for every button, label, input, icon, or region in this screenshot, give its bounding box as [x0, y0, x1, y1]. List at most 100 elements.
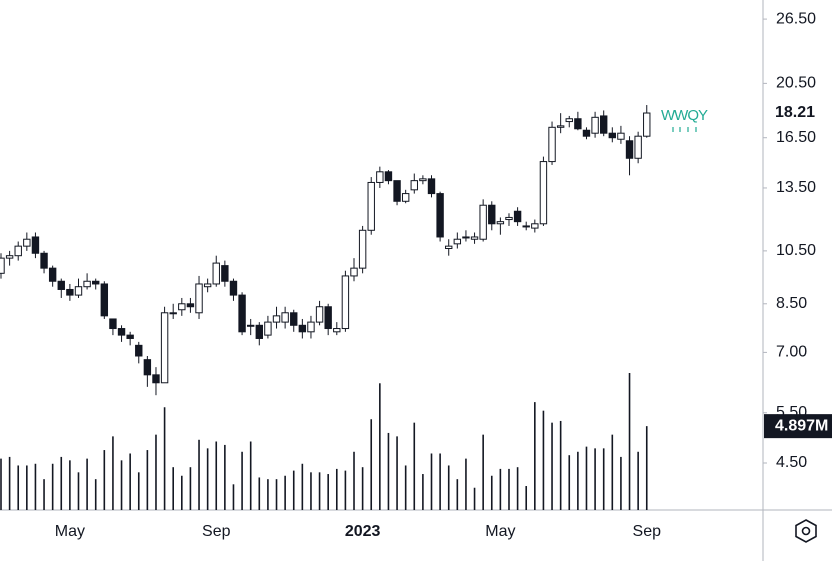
candle-body [143, 359, 152, 376]
candle-body [608, 132, 617, 139]
volume-bar [447, 465, 450, 510]
volume-bar [430, 453, 433, 510]
volume-bar [232, 484, 235, 510]
volume-bar [413, 422, 416, 510]
volume-bar [439, 453, 441, 510]
volume-bar [146, 450, 149, 510]
candle-body [135, 344, 143, 357]
candle-body [31, 236, 40, 254]
volume-bar [335, 468, 338, 510]
volume-bar [551, 422, 553, 510]
volume-bar [301, 463, 304, 510]
volume-bar [327, 474, 329, 510]
candle-body [324, 306, 332, 330]
volume-bar [353, 451, 355, 510]
candle-body [539, 161, 548, 225]
candle-body [462, 236, 470, 239]
candle-body [505, 216, 513, 221]
volume-bar [577, 451, 579, 510]
volume-bar [559, 420, 562, 510]
candle-body [582, 129, 591, 137]
candle-body [384, 171, 393, 182]
candle-body [298, 324, 307, 333]
candle-body [367, 181, 375, 231]
candle-body [479, 204, 487, 240]
candle-body [401, 193, 410, 202]
volume-bar [284, 475, 286, 510]
volume-bar [637, 451, 639, 510]
candle-body [255, 324, 264, 339]
candle-body [496, 221, 505, 225]
x-tick-label: Sep [202, 523, 231, 540]
candle-body [333, 328, 341, 333]
candle-body [427, 178, 436, 195]
y-tick-label: 26.50 [776, 10, 816, 27]
candle-body [186, 303, 195, 308]
candle-body [195, 283, 203, 314]
candle-body [246, 324, 255, 327]
candle-body [126, 334, 134, 339]
candle-body [358, 229, 367, 269]
candle-body [470, 236, 479, 240]
volume-bar [241, 451, 243, 510]
candle-body [5, 255, 14, 259]
volume-bar [267, 479, 269, 510]
candle-body [556, 125, 565, 128]
volume-bar [172, 467, 174, 510]
candle-body [453, 238, 462, 245]
candle-body [203, 283, 212, 288]
candle-body [600, 115, 608, 134]
x-tick-label: 2023 [345, 523, 381, 540]
candles [0, 105, 651, 396]
candle-body [625, 140, 634, 159]
volume-bar [542, 410, 545, 510]
candle-body [393, 180, 401, 202]
volume-bar [60, 456, 63, 510]
candle-body [169, 312, 177, 315]
volume-bar [490, 475, 493, 510]
volume-bar [611, 434, 614, 510]
volume-bar [112, 436, 114, 510]
candle-body [290, 312, 298, 326]
volume-bar [189, 467, 192, 510]
volume-bar [292, 470, 295, 510]
volume-bar [499, 468, 502, 510]
candle-body [83, 280, 91, 288]
volume-bar [568, 455, 571, 510]
volume-bar [94, 479, 97, 510]
volume-bar [103, 450, 106, 510]
x-tick-label: May [55, 523, 85, 540]
candle-body [238, 294, 246, 333]
volume-bar [34, 463, 37, 510]
candle-body [221, 265, 229, 282]
settings-button[interactable] [795, 519, 817, 543]
volume-bar [137, 472, 140, 510]
candle-body [100, 283, 109, 317]
candle-body [436, 193, 444, 238]
volume-bar [249, 441, 252, 510]
volume-bar [473, 487, 476, 510]
candle-body [74, 286, 83, 296]
symbol-label: WWQY [661, 107, 708, 124]
volume-bar [69, 460, 71, 510]
x-tick-label: May [485, 523, 515, 540]
y-tick-label: 10.50 [776, 242, 816, 259]
volume-bar [181, 475, 183, 510]
volume-bar [594, 448, 596, 510]
candle-body [48, 267, 57, 282]
volume-bar [129, 453, 131, 510]
volume-bar [206, 448, 209, 510]
volume-bar [51, 463, 54, 510]
last-volume-label: 4.897M [775, 417, 828, 434]
candle-body [23, 238, 31, 247]
volume-bar [86, 458, 88, 510]
candle-body [212, 262, 220, 285]
volume-bar [344, 470, 347, 510]
volume-bar [516, 467, 519, 510]
volume-bar [620, 456, 622, 510]
candle-body [109, 318, 117, 330]
candle-body [376, 171, 384, 183]
candle-body [591, 116, 599, 134]
volume-bar [404, 465, 407, 510]
